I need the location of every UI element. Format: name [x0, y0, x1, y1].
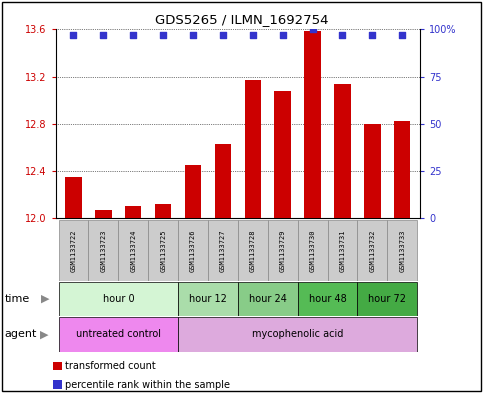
Text: GSM1133722: GSM1133722: [71, 229, 76, 272]
Bar: [58, 220, 88, 281]
Bar: [268, 220, 298, 281]
Bar: [357, 220, 387, 281]
Text: GSM1133725: GSM1133725: [160, 229, 166, 272]
Text: GSM1133732: GSM1133732: [369, 229, 375, 272]
Point: [249, 32, 256, 38]
Text: GSM1133731: GSM1133731: [340, 229, 345, 272]
Point: [339, 32, 346, 38]
Point: [129, 32, 137, 38]
Bar: [125, 206, 142, 218]
Text: untreated control: untreated control: [76, 329, 161, 340]
Bar: [238, 220, 268, 281]
Bar: [364, 124, 381, 218]
Text: GSM1133728: GSM1133728: [250, 229, 256, 272]
Text: GSM1133733: GSM1133733: [399, 229, 405, 272]
Text: hour 24: hour 24: [249, 294, 287, 304]
Text: hour 72: hour 72: [369, 294, 406, 304]
Bar: [327, 220, 357, 281]
Point: [159, 32, 167, 38]
Point: [70, 32, 77, 38]
Point: [369, 32, 376, 38]
Text: mycophenolic acid: mycophenolic acid: [252, 329, 343, 340]
Text: percentile rank within the sample: percentile rank within the sample: [65, 380, 230, 390]
Text: GDS5265 / ILMN_1692754: GDS5265 / ILMN_1692754: [155, 13, 328, 26]
Text: GSM1133723: GSM1133723: [100, 229, 106, 272]
Bar: [148, 220, 178, 281]
Point: [398, 32, 406, 38]
Bar: [298, 220, 327, 281]
Text: GSM1133729: GSM1133729: [280, 229, 286, 272]
Text: hour 12: hour 12: [189, 294, 227, 304]
Text: hour 48: hour 48: [309, 294, 346, 304]
Bar: [95, 210, 112, 218]
Point: [219, 32, 227, 38]
Text: hour 0: hour 0: [102, 294, 134, 304]
Bar: [238, 282, 298, 316]
Text: ▶: ▶: [41, 294, 50, 304]
Bar: [178, 317, 417, 352]
Bar: [178, 282, 238, 316]
Text: GSM1133730: GSM1133730: [310, 229, 315, 272]
Bar: [208, 220, 238, 281]
Bar: [155, 204, 171, 218]
Text: time: time: [5, 294, 30, 304]
Bar: [88, 220, 118, 281]
Bar: [298, 282, 357, 316]
Bar: [185, 165, 201, 218]
Bar: [304, 31, 321, 218]
Bar: [58, 282, 178, 316]
Text: GSM1133726: GSM1133726: [190, 229, 196, 272]
Point: [99, 32, 107, 38]
Bar: [65, 177, 82, 218]
Bar: [58, 317, 178, 352]
Point: [189, 32, 197, 38]
Bar: [178, 220, 208, 281]
Bar: [334, 84, 351, 218]
Point: [279, 32, 286, 38]
Point: [309, 26, 316, 33]
Bar: [244, 80, 261, 218]
Text: agent: agent: [5, 329, 37, 340]
Text: GSM1133724: GSM1133724: [130, 229, 136, 272]
Bar: [274, 91, 291, 218]
Bar: [357, 282, 417, 316]
Bar: [394, 121, 411, 218]
Text: ▶: ▶: [40, 329, 48, 340]
Text: GSM1133727: GSM1133727: [220, 229, 226, 272]
Text: transformed count: transformed count: [65, 361, 156, 371]
Bar: [215, 144, 231, 218]
Bar: [387, 220, 417, 281]
Bar: [118, 220, 148, 281]
